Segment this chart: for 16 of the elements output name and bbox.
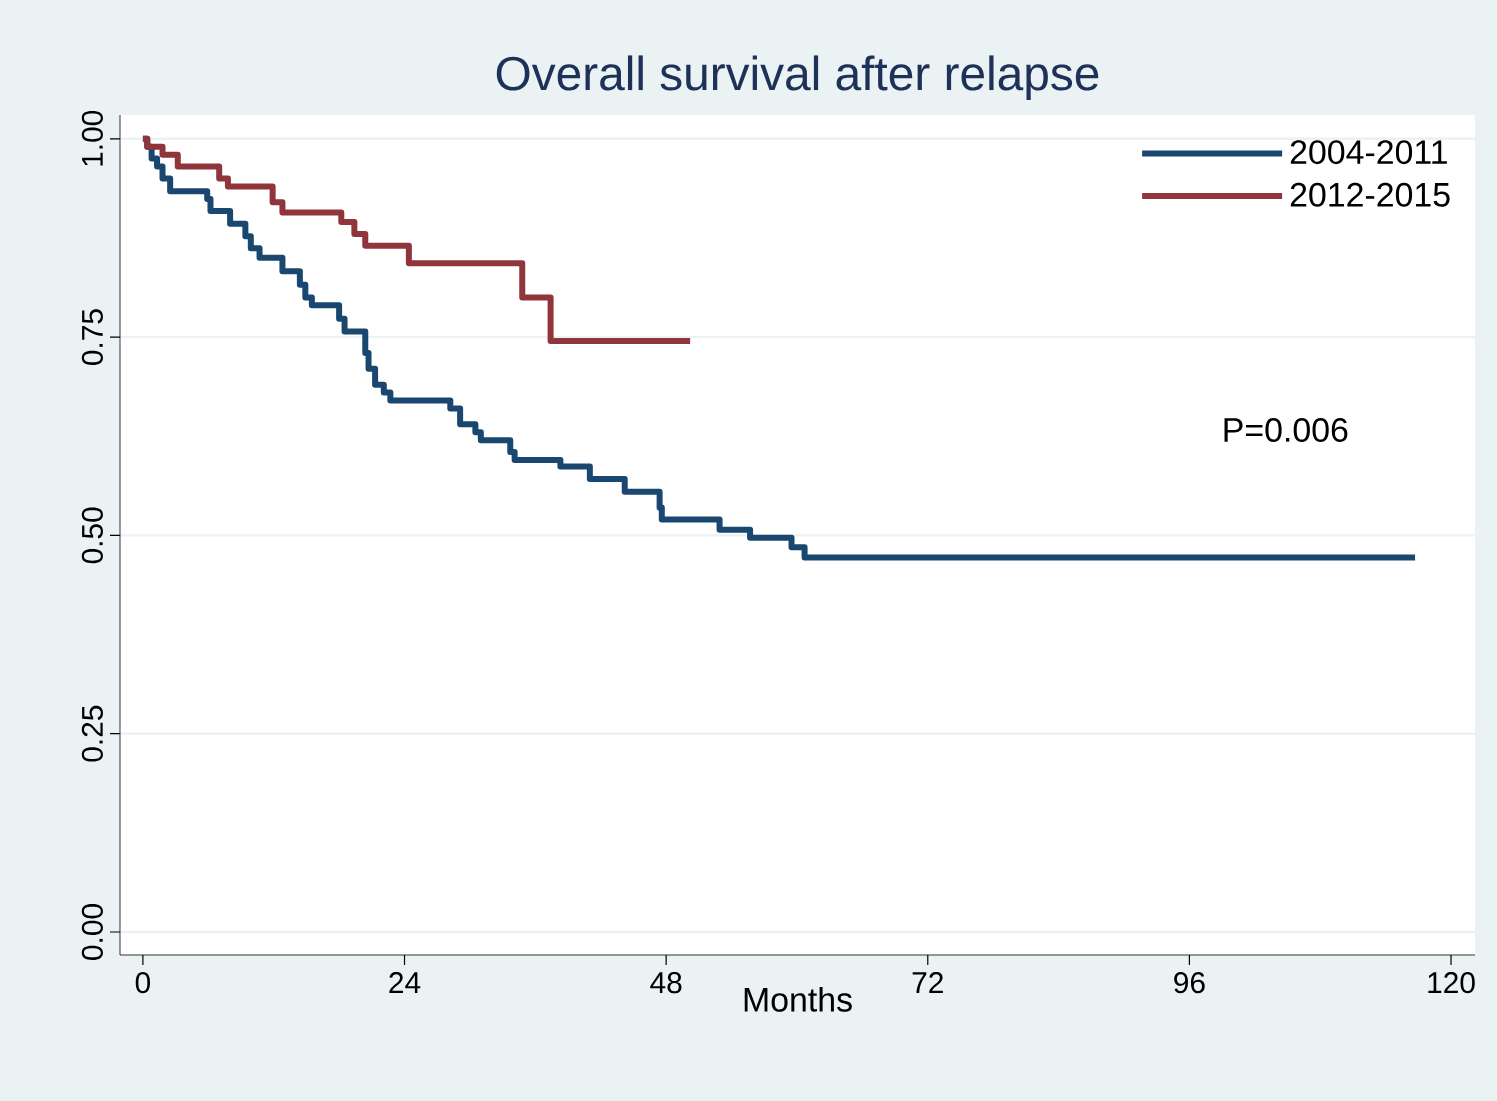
chart-title: Overall survival after relapse: [496, 55, 1099, 101]
y-tick-label: 0.50: [81, 507, 103, 564]
legend-label: 2004-2011: [1290, 140, 1447, 165]
y-tick-label: 0.25: [81, 705, 103, 762]
x-axis-title: Months: [744, 986, 852, 1012]
x-tick-label: 24: [389, 972, 421, 993]
legend-label: 2012-2015: [1290, 182, 1450, 207]
x-tick-label: 120: [1428, 972, 1475, 994]
x-tick-label: 96: [1174, 972, 1205, 994]
annotation: P=0.006: [1224, 418, 1348, 442]
x-tick-label: 0: [135, 972, 151, 994]
y-tick-label: 1.00: [81, 110, 103, 166]
x-tick-label: 48: [650, 972, 682, 994]
x-tick-label: 72: [912, 972, 943, 993]
y-tick-label: 0.00: [81, 904, 103, 960]
y-tick-label: 0.75: [81, 309, 103, 366]
